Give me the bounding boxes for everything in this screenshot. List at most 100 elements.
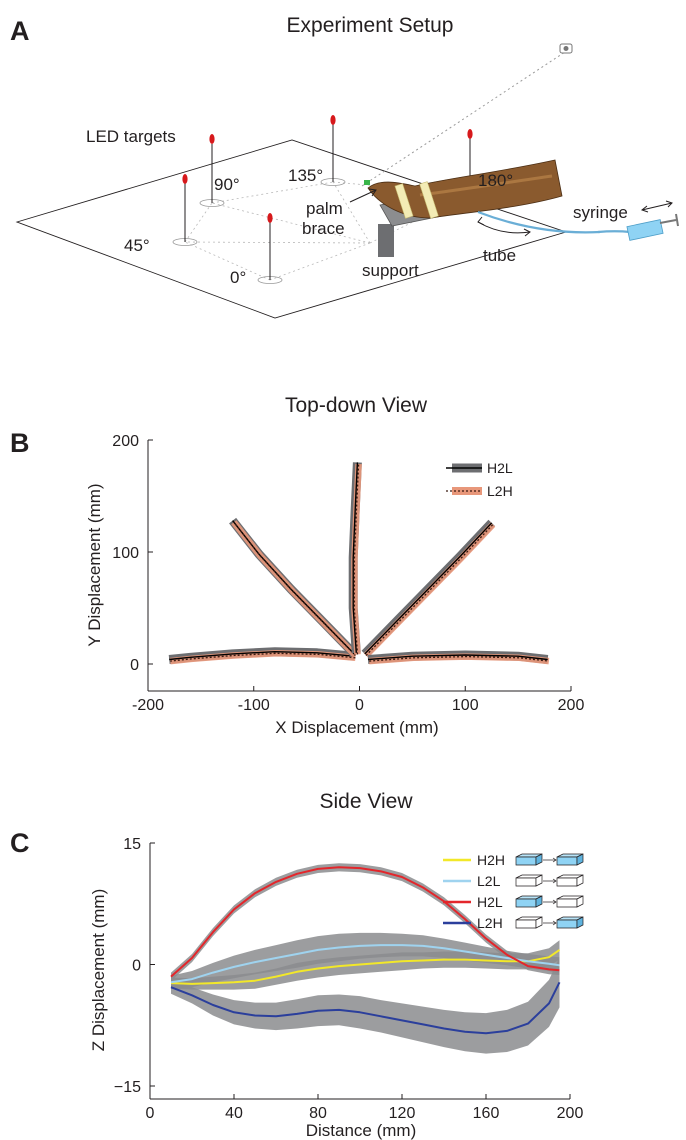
line-h2l bbox=[170, 866, 560, 978]
legend-c-from-box-h2l-side bbox=[535, 895, 543, 908]
b-ytick-label-2: 200 bbox=[112, 433, 139, 450]
label-led-targets: LED targets bbox=[86, 127, 176, 146]
band-l2h-3 bbox=[363, 522, 496, 658]
panel-c-label: C bbox=[10, 828, 30, 858]
legend-c-to-box-h2l-side bbox=[576, 895, 584, 908]
c-ytick-label-1: 0 bbox=[132, 958, 141, 975]
led-0 bbox=[257, 213, 283, 284]
topdown-axes: -200 -100 0 100 200 0 100 200 bbox=[112, 433, 584, 714]
line-l2l bbox=[170, 944, 560, 984]
strap-2 bbox=[419, 181, 439, 219]
setup-illustration bbox=[15, 43, 679, 319]
c-xtick-label-4: 160 bbox=[473, 1105, 500, 1122]
c-xtick-label-5: 200 bbox=[557, 1105, 584, 1122]
label-palm: palm bbox=[306, 199, 343, 218]
forearm-highlight bbox=[419, 174, 553, 197]
label-tube: tube bbox=[483, 246, 516, 265]
b-xtick-label-4: 200 bbox=[558, 697, 585, 714]
tube-arrow bbox=[477, 216, 531, 237]
label-brace: brace bbox=[302, 219, 345, 238]
strap-1 bbox=[394, 183, 414, 219]
legend-c-to-box-l2l-side bbox=[576, 874, 584, 887]
line-l2h-2 bbox=[353, 463, 360, 655]
legend-c-from-box-l2h-side bbox=[535, 916, 543, 929]
line-l2h-4 bbox=[369, 655, 549, 662]
legend-c-from-box-l2l-side bbox=[535, 874, 543, 887]
label-0: 0° bbox=[230, 268, 246, 287]
topdown-plot bbox=[168, 462, 550, 665]
legend-c-arrowhead-h2l bbox=[552, 899, 557, 905]
legend-c-to-box-h2l bbox=[556, 895, 584, 908]
c-xtick-label-1: 40 bbox=[225, 1105, 243, 1122]
label-135: 135° bbox=[288, 166, 323, 185]
camera-icon bbox=[559, 43, 573, 54]
legend-c-to-box-h2h-front bbox=[556, 856, 578, 866]
palm-pointer bbox=[349, 188, 377, 203]
legend-c-arrowhead-h2h bbox=[552, 857, 557, 863]
legend-c-from-box-h2l bbox=[515, 895, 543, 908]
legend-c-arrowhead-l2h bbox=[552, 920, 557, 926]
legend-c-to-box-l2l bbox=[556, 874, 584, 887]
label-45: 45° bbox=[124, 236, 150, 255]
line-h2h bbox=[170, 949, 561, 985]
line-l2h-0 bbox=[170, 652, 356, 662]
sideview-legend: H2H L2L H2L L2H bbox=[443, 852, 584, 931]
panel-a-label: A bbox=[10, 16, 30, 46]
c-xtick-label-2: 80 bbox=[309, 1105, 327, 1122]
label-support: support bbox=[362, 261, 419, 280]
line-l2h bbox=[170, 981, 561, 1035]
panel-a-title: Experiment Setup bbox=[287, 14, 454, 37]
line-h2l-0 bbox=[169, 651, 355, 661]
band-l2l bbox=[171, 932, 560, 989]
b-xtick-label-1: -100 bbox=[238, 697, 270, 714]
b-xtick-label-2: 0 bbox=[355, 697, 364, 714]
legend-c-h2h: H2H bbox=[477, 852, 505, 868]
support-post bbox=[378, 224, 394, 257]
chart-c-title: Side View bbox=[319, 790, 413, 813]
line-h2l-3 bbox=[364, 522, 493, 655]
legend-c-to-box-h2h bbox=[556, 853, 584, 866]
c-xtick-label-0: 0 bbox=[146, 1105, 155, 1122]
legend-c-from-box-l2h bbox=[515, 916, 543, 929]
chart-b-ylabel: Y Displacement (mm) bbox=[85, 483, 104, 646]
legend-b-h2l: H2L bbox=[487, 460, 513, 476]
b-xtick-label-0: -200 bbox=[132, 697, 164, 714]
line-h2l-4 bbox=[367, 654, 548, 661]
label-180: 180° bbox=[478, 171, 513, 190]
b-ytick-label-1: 100 bbox=[112, 545, 139, 562]
legend-c-from-box-h2h-front bbox=[515, 856, 537, 866]
legend-c-to-box-l2h-side bbox=[576, 916, 584, 929]
legend-c-from-box-h2h bbox=[515, 853, 543, 866]
b-xtick-label-3: 100 bbox=[452, 697, 479, 714]
legend-c-to-box-h2h-side bbox=[576, 853, 584, 866]
tube-end bbox=[597, 230, 631, 234]
panel-b-label: B bbox=[10, 428, 30, 458]
legend-c-from-box-h2l-front bbox=[515, 898, 537, 908]
led-90 bbox=[199, 134, 225, 207]
legend-c-to-box-l2h bbox=[556, 916, 584, 929]
c-xtick-label-3: 120 bbox=[389, 1105, 416, 1122]
led-45 bbox=[172, 174, 198, 246]
tube bbox=[477, 210, 601, 234]
sideview-axes: 0 40 80 120 160 200 15 0 −15 bbox=[114, 836, 584, 1122]
topdown-legend: H2L L2H bbox=[446, 460, 513, 499]
legend-c-from-box-l2h-front bbox=[515, 919, 537, 929]
legend-b-l2h: L2H bbox=[487, 483, 513, 499]
legend-c-l2h: L2H bbox=[477, 915, 503, 931]
band-l2h bbox=[171, 957, 560, 1054]
led-135 bbox=[320, 115, 346, 186]
legend-c-from-box-l2l-front bbox=[515, 877, 537, 887]
line-h2l-2 bbox=[352, 462, 359, 653]
chart-b-xlabel: X Displacement (mm) bbox=[275, 718, 438, 737]
legend-c-to-box-l2l-front bbox=[556, 877, 578, 887]
legend-c-from-box-l2l bbox=[515, 874, 543, 887]
legend-c-to-box-h2l-front bbox=[556, 898, 578, 908]
fingertip-marker bbox=[364, 180, 370, 185]
legend-c-h2l: H2L bbox=[477, 894, 503, 910]
legend-c-arrowhead-l2l bbox=[552, 878, 557, 884]
label-syringe: syringe bbox=[573, 203, 628, 222]
legend-c-to-box-l2h-front bbox=[556, 919, 578, 929]
sideview-plot bbox=[170, 863, 561, 1054]
b-ytick-label-0: 0 bbox=[130, 657, 139, 674]
chart-c-xlabel: Distance (mm) bbox=[306, 1121, 417, 1140]
